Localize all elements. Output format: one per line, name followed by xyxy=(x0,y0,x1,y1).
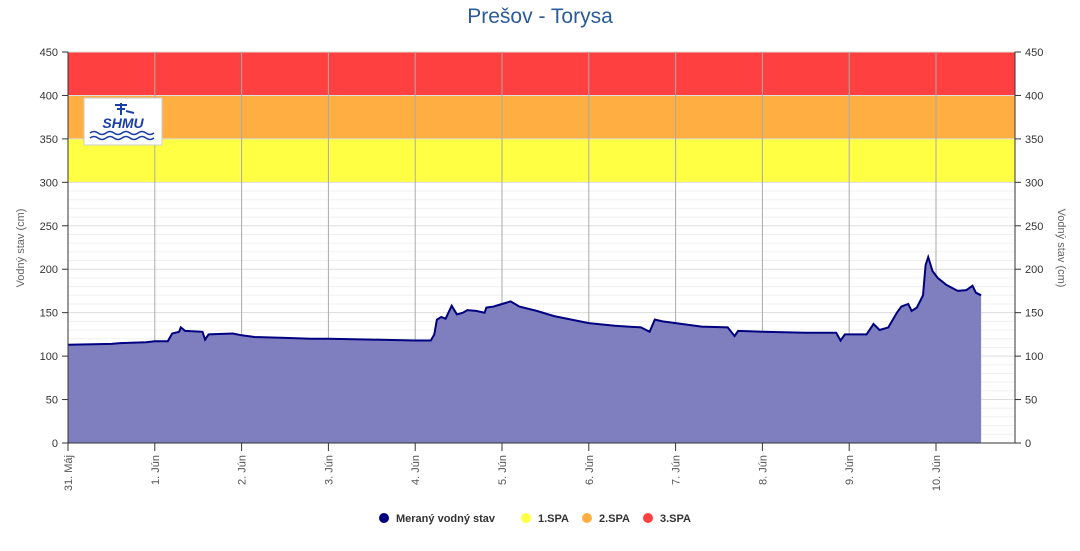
x-tick-label: 3. Jún xyxy=(323,455,335,485)
x-tick-label: 6. Jún xyxy=(584,455,596,485)
band-3spa xyxy=(68,52,1015,96)
y-tick-label: 200 xyxy=(40,264,58,276)
legend-label: 1.SPA xyxy=(538,513,569,525)
legend-label: 3.SPA xyxy=(660,513,691,525)
legend-label: Meraný vodný stav xyxy=(396,513,496,525)
series-area xyxy=(68,257,982,443)
y-tick-label-right: 250 xyxy=(1025,221,1043,233)
legend-marker xyxy=(379,513,389,523)
legend-marker xyxy=(582,513,592,523)
x-tick-label: 9. Jún xyxy=(844,455,856,485)
y-tick-label-right: 0 xyxy=(1025,438,1031,450)
band-2spa xyxy=(68,95,1015,139)
legend-item[interactable]: 2.SPA xyxy=(582,513,630,525)
band-1spa xyxy=(68,138,1015,183)
x-tick-label: 1. Jún xyxy=(150,455,162,485)
y-tick-label: 250 xyxy=(40,221,58,233)
x-tick-label: 10. Jún xyxy=(931,455,943,491)
legend-label: 2.SPA xyxy=(599,513,630,525)
legend-marker xyxy=(643,513,653,523)
y-tick-label-right: 50 xyxy=(1025,395,1037,407)
x-tick-label: 8. Jún xyxy=(757,455,769,485)
svg-text:SHMU: SHMU xyxy=(102,115,144,131)
y-tick-label: 0 xyxy=(52,438,58,450)
x-tick-label: 2. Jún xyxy=(237,455,249,485)
legend: Meraný vodný stav 1.SPA 2.SPA 3.SPA xyxy=(379,513,691,525)
y-tick-label: 150 xyxy=(40,308,58,320)
x-tick-label: 4. Jún xyxy=(410,455,422,485)
x-tick-label: 31. Máj xyxy=(63,455,75,491)
y-tick-label: 400 xyxy=(40,90,58,102)
shmu-logo: SHMU xyxy=(83,97,163,146)
x-tick-label: 5. Jún xyxy=(497,455,509,485)
y-tick-label: 100 xyxy=(40,351,58,363)
chart-title: Prešov - Torysa xyxy=(467,5,613,28)
y-axis-title-right: Vodný stav (cm) xyxy=(1055,209,1067,288)
y-tick-label-right: 450 xyxy=(1025,47,1043,59)
y-tick-label: 50 xyxy=(46,395,58,407)
y-tick-label-right: 100 xyxy=(1025,351,1043,363)
series-line xyxy=(67,253,982,346)
y-tick-label: 450 xyxy=(40,47,58,59)
y-tick-label: 300 xyxy=(40,177,58,189)
legend-item[interactable]: 1.SPA xyxy=(521,513,569,525)
x-tick-label: 7. Jún xyxy=(671,455,683,485)
y-tick-label-right: 350 xyxy=(1025,134,1043,146)
y-tick-label-right: 300 xyxy=(1025,177,1043,189)
y-tick-label-right: 400 xyxy=(1025,90,1043,102)
y-tick-label-right: 200 xyxy=(1025,264,1043,276)
y-tick-label: 350 xyxy=(40,134,58,146)
legend-item[interactable]: Meraný vodný stav xyxy=(379,513,496,525)
legend-marker xyxy=(521,513,531,523)
legend-item[interactable]: 3.SPA xyxy=(643,513,691,525)
y-tick-label-right: 150 xyxy=(1025,308,1043,320)
y-axis-title-left: Vodný stav (cm) xyxy=(15,209,27,288)
